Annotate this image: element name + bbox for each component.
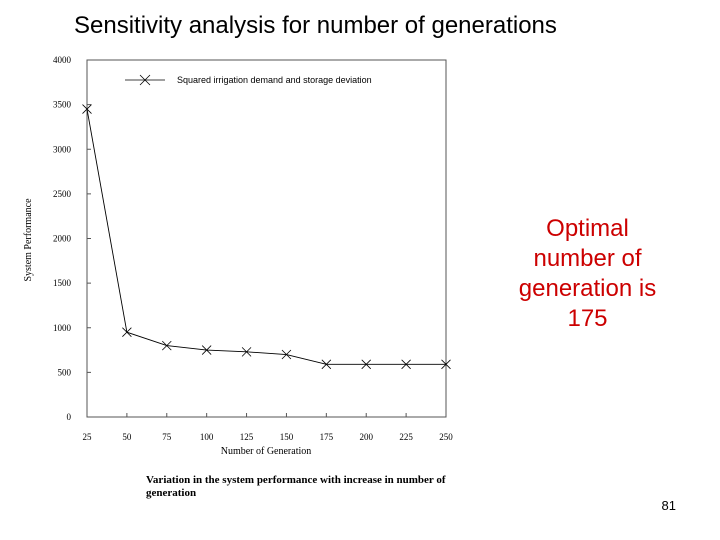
x-axis-ticks: 25 50 75 100 125 150 175 200 225 250 [83,413,453,442]
y-axis-title: System Performance [23,198,34,282]
y-tick-label: 1000 [53,323,72,333]
figure-caption: Variation in the system performance with… [146,474,446,499]
y-tick-label: 2500 [53,189,72,199]
data-point-marker [122,327,132,337]
data-point-marker [161,340,172,351]
x-tick-label: 50 [122,432,132,442]
plot-frame [86,59,447,418]
y-tick-label: 1500 [53,278,72,288]
x-tick-label: 125 [240,432,254,442]
series-layer [82,104,451,370]
x-tick-label: 25 [83,432,93,442]
x-tick-label: 250 [439,432,453,442]
x-tick-label: 175 [320,432,334,442]
y-axis-ticks: 0 500 1000 1500 2000 2500 3000 3500 4000 [53,55,91,422]
y-tick-label: 0 [67,412,72,422]
data-point-marker [82,104,92,114]
series-line [86,109,446,365]
x-tick-label: 225 [399,432,413,442]
y-tick-label: 4000 [53,55,72,65]
x-tick-label: 150 [280,432,294,442]
data-point-marker [201,345,212,355]
y-tick-label: 500 [58,367,72,377]
y-tick-label: 2000 [53,234,72,244]
legend: Squared irrigation demand and storage de… [125,74,372,86]
x-tick-label: 100 [200,432,214,442]
optimal-callout: Optimal number of generation is 175 [518,215,657,332]
data-point-marker [401,359,411,370]
y-tick-label: 3500 [53,100,72,110]
x-tick-label: 200 [359,432,373,442]
page-number: 81 [661,498,676,513]
data-point-marker [321,359,332,370]
y-tick-label: 3000 [53,144,72,154]
data-point-marker [281,349,292,360]
data-point-marker [241,347,252,357]
data-point-marker [441,359,451,370]
legend-marker [139,74,151,86]
legend-label: Squared irrigation demand and storage de… [177,75,372,85]
slide-title: Sensitivity analysis for number of gener… [74,12,557,39]
x-axis-title: Number of Generation [221,446,312,457]
x-tick-label: 75 [162,432,172,442]
data-point-marker [361,359,372,370]
